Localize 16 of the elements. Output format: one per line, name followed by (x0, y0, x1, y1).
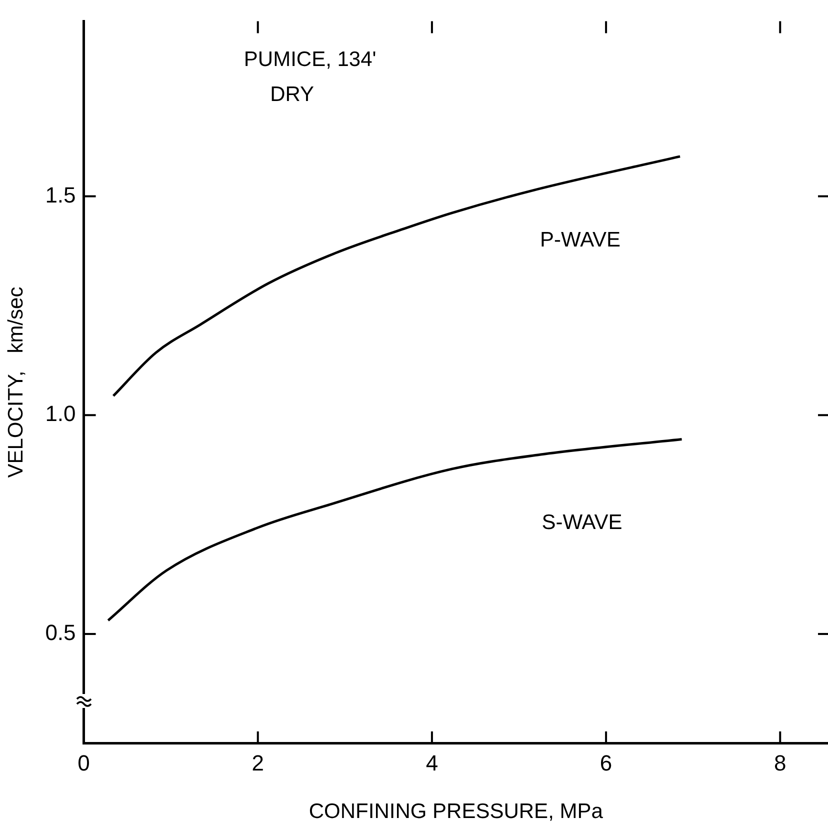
y-axis-title: VELOCITY, km/sec (4, 286, 28, 478)
series-label: P-WAVE (540, 228, 621, 252)
text: S-WAVE (542, 511, 622, 534)
x-tick-label: 0 (78, 750, 90, 776)
y-tick-label: 1.5 (45, 182, 76, 208)
text: PUMICE, 134' (244, 48, 376, 72)
x-axis-title: CONFINING PRESSURE, MPa (308, 800, 604, 824)
x-tick-label: 2 (252, 750, 264, 776)
x-tick-label: 4 (426, 750, 438, 776)
y-tick-label: 1.0 (45, 401, 76, 426)
text: DRY (270, 83, 314, 106)
y-tick-label: 0.5 (45, 620, 76, 646)
line-series (106, 438, 684, 622)
x-tick-label: 8 (774, 750, 786, 776)
x-tick-label: 6 (600, 750, 612, 776)
line-series (112, 155, 682, 398)
